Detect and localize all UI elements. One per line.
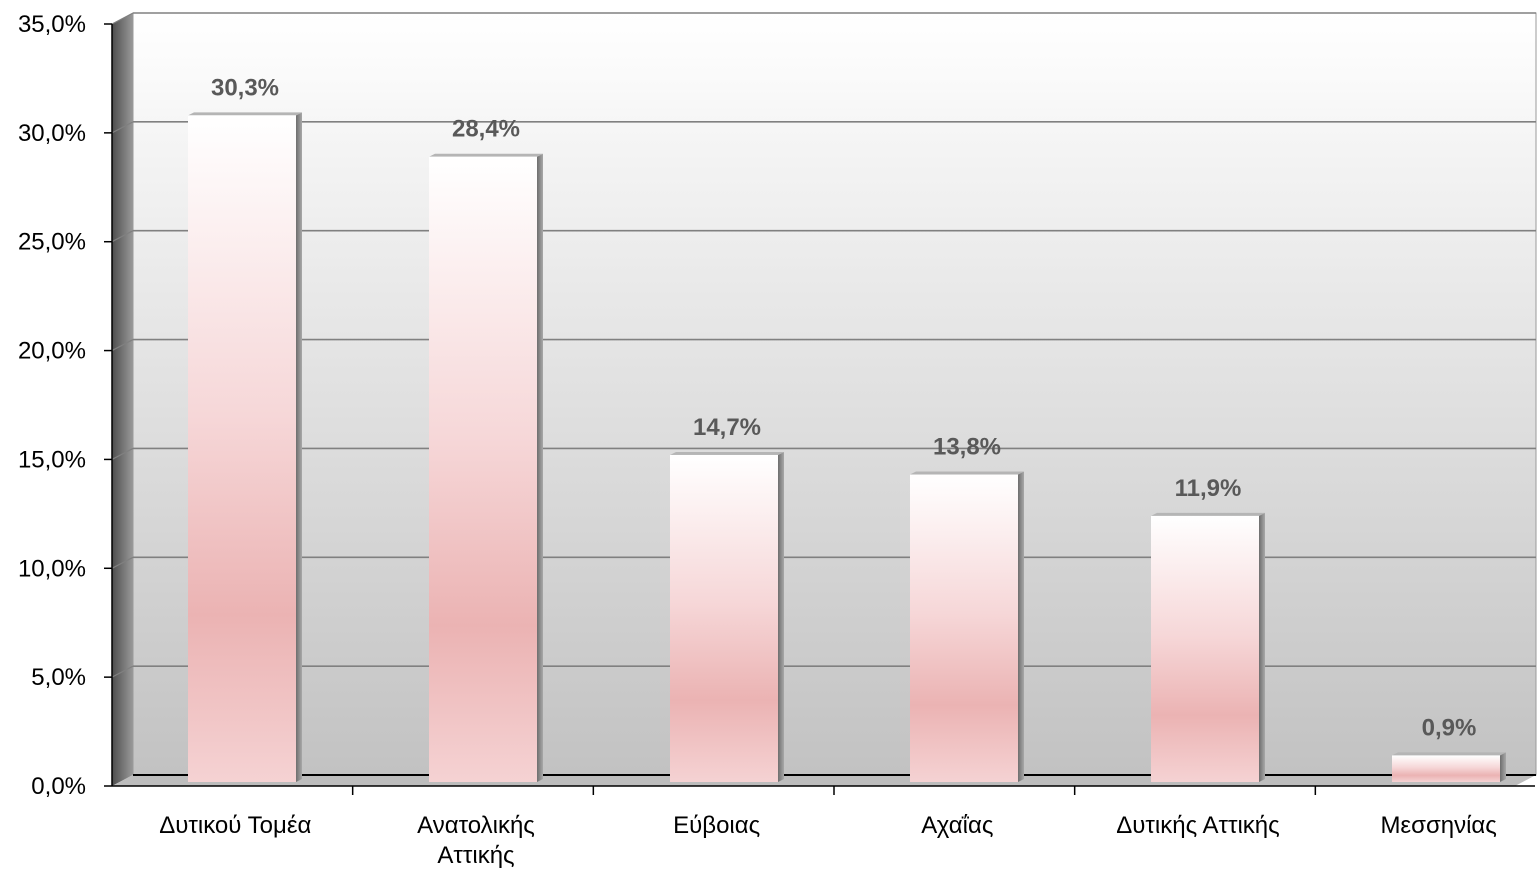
bar	[1392, 752, 1506, 782]
bar-side	[296, 112, 302, 783]
gridline-depth	[111, 339, 134, 352]
data-label: 13,8%	[933, 434, 1001, 461]
x-tick-label-line: Αχαΐας	[921, 812, 993, 839]
gridline-depth	[111, 447, 134, 460]
x-tick-label: Εύβοιας	[673, 812, 760, 839]
bar	[429, 153, 543, 783]
data-label: 0,9%	[1422, 714, 1477, 741]
bar-side	[1259, 512, 1265, 782]
bar-front	[1151, 515, 1259, 782]
bar	[1151, 512, 1265, 782]
bar-front	[429, 156, 537, 783]
plot-background	[112, 12, 1537, 786]
y-tick-label: 5,0%	[31, 664, 86, 691]
gridline-depth	[111, 12, 134, 25]
y-tick-label: 10,0%	[18, 555, 86, 582]
bar-top	[670, 451, 784, 455]
y-tick-label: 25,0%	[18, 229, 86, 256]
y-tick-label: 20,0%	[18, 338, 86, 365]
gridline-depth	[111, 230, 134, 243]
side-wall	[112, 13, 133, 786]
back-wall	[132, 12, 1537, 776]
x-tick-label: Ανατολικής Αττικής	[417, 812, 535, 869]
x-tick-label: Δυτικής Αττικής	[1116, 812, 1279, 839]
axes	[104, 23, 1535, 795]
bar-front	[188, 115, 296, 783]
y-tick-label: 15,0%	[18, 446, 86, 473]
bar-front	[910, 474, 1018, 782]
gridline-depth	[111, 556, 134, 569]
gridlines	[111, 12, 1536, 776]
y-tick-label: 0,0%	[31, 773, 86, 800]
labels: 30,3% 28,4% 14,7% 13,8% 11,9% 0,9% 0,0% 5,0% 10,…	[18, 11, 1497, 869]
floor	[112, 775, 1536, 786]
x-tick-label-line: Μεσσηνίας	[1380, 812, 1496, 839]
bar	[188, 112, 302, 783]
gridline-depth	[111, 665, 134, 678]
x-tick-label-line: Δυτικής Αττικής	[1116, 812, 1279, 839]
x-tick-label-line: Εύβοιας	[673, 812, 760, 839]
bar-side	[1500, 752, 1506, 782]
bars	[188, 112, 1506, 783]
bar-front	[670, 454, 778, 782]
x-tick-label-line: Ανατολικής	[417, 812, 535, 839]
bar	[670, 451, 784, 782]
y-tick-label: 30,0%	[18, 120, 86, 147]
bar-top	[188, 112, 302, 116]
x-tick-label: Δυτικού Τομέα	[159, 812, 311, 839]
x-tick-label-line: Αττικής	[437, 842, 514, 869]
bar-side	[778, 451, 784, 782]
data-label: 11,9%	[1175, 475, 1242, 502]
gridline-depth	[111, 121, 134, 134]
data-label: 28,4%	[452, 116, 520, 143]
bar-side	[1018, 471, 1024, 782]
x-tick-label-line: Δυτικού Τομέα	[159, 812, 311, 839]
bar-top	[1151, 512, 1265, 516]
x-tick-label: Μεσσηνίας	[1380, 812, 1496, 839]
bar-top	[429, 153, 543, 157]
data-label: 30,3%	[211, 74, 279, 101]
bar	[910, 471, 1024, 782]
data-label: 14,7%	[693, 414, 761, 441]
bar-top	[1392, 752, 1506, 756]
bar-front	[1392, 755, 1500, 782]
bar-top	[910, 471, 1024, 475]
bar-side	[537, 153, 543, 783]
x-tick-label: Αχαΐας	[921, 812, 993, 839]
y-tick-label: 35,0%	[18, 11, 86, 38]
